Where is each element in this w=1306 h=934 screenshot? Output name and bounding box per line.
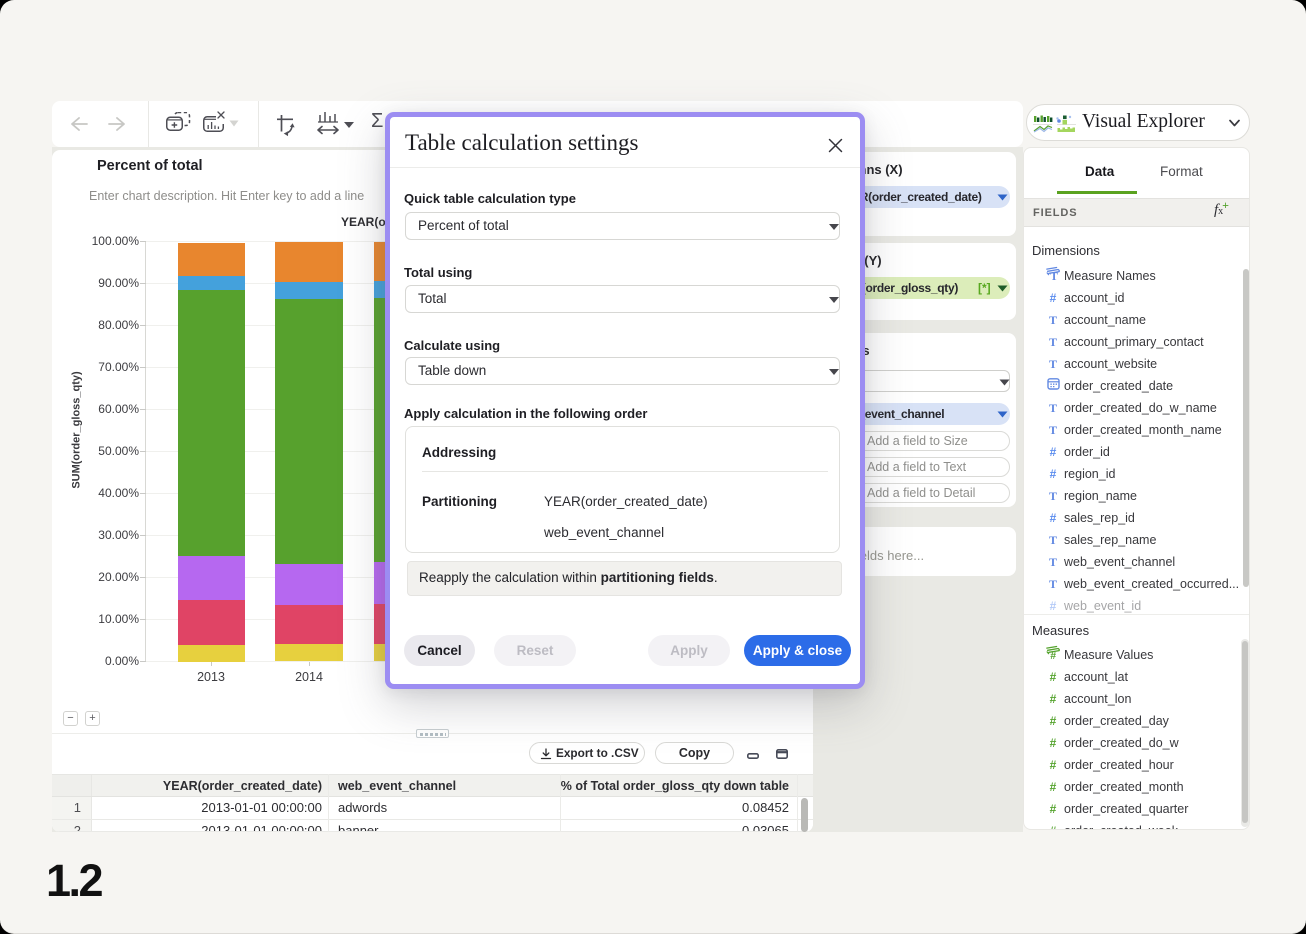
svg-text:T: T bbox=[1050, 271, 1058, 281]
svg-text:#: # bbox=[1050, 650, 1056, 660]
